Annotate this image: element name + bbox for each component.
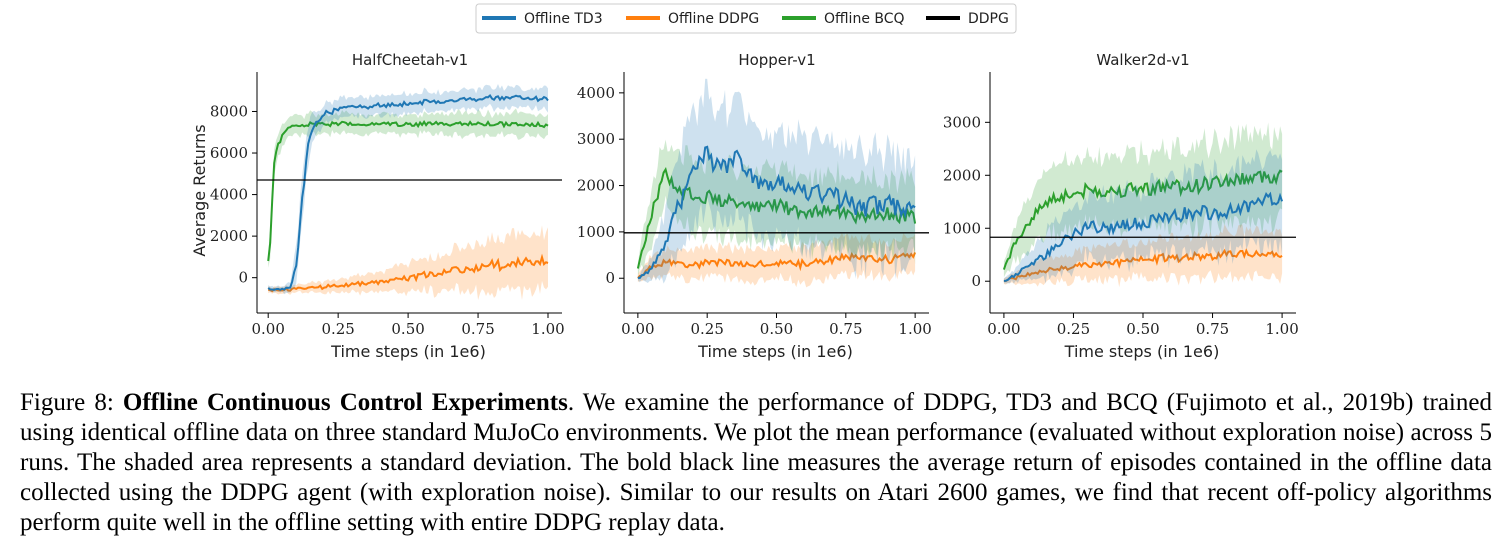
y-tick-label: 4000 [210, 186, 248, 204]
std-band-offline-ddpg [637, 232, 916, 288]
series-line-offline-td3 [1003, 191, 1284, 282]
x-tick-label: 0.50 [760, 320, 793, 338]
y-tick-label: 0 [605, 269, 615, 287]
std-band-offline-bcq [1003, 122, 1283, 278]
legend-frame [475, 3, 1017, 34]
std-band-offline-ddpg [268, 225, 548, 300]
legend: Offline TD3 Offline DDPG Offline BCQ DDPG [475, 3, 1017, 34]
y-axis-label: Average Returns [190, 124, 209, 256]
series-line-offline-ddpg [268, 253, 549, 293]
x-tick-label: 0.00 [621, 320, 654, 338]
caption-bold-title: Offline Continuous Control Experiments [122, 389, 568, 416]
chart-title: Walker2d-v1 [1096, 51, 1189, 69]
x-tick-label: 0.50 [1126, 320, 1159, 338]
figure: Offline TD3 Offline DDPG Offline BCQ DDPG H… [190, 3, 1299, 361]
x-tick-label: 0.00 [251, 320, 284, 338]
std-band-offline-td3 [268, 84, 548, 295]
x-axis-label: Time steps (in 1e6) [1064, 342, 1220, 361]
chart-title: Hopper-v1 [738, 51, 815, 69]
chart-panel-0: HalfCheetah-v1 0.00 0.25 0.50 0.75 1.00 0 2000 4… [190, 51, 565, 361]
y-tick-label: 8000 [210, 102, 248, 120]
y-tick-label: 0 [238, 269, 248, 287]
y-tick-label: 3000 [577, 130, 615, 148]
y-tick-label: 2000 [943, 166, 981, 184]
x-tick-label: 0.25 [1057, 320, 1090, 338]
series-line-offline-ddpg [637, 251, 917, 279]
y-tick-label: 1000 [943, 219, 981, 237]
legend-label-1: Offline DDPG [668, 11, 759, 27]
x-tick-label: 0.75 [1196, 320, 1229, 338]
series-line-offline-bcq [1002, 169, 1283, 270]
x-tick-label: 1.00 [531, 320, 564, 338]
series-line-offline-td3 [267, 93, 549, 291]
x-tick-label: 0.75 [829, 320, 862, 338]
series-line-offline-td3 [637, 145, 916, 280]
x-tick-label: 0.50 [391, 320, 424, 338]
y-tick-label: 4000 [577, 84, 615, 102]
x-tick-label: 0.75 [461, 320, 494, 338]
caption-prefix: Figure 8: [20, 389, 123, 416]
series-line-offline-bcq [636, 166, 917, 269]
x-axis-label: Time steps (in 1e6) [330, 342, 486, 361]
x-tick-label: 1.00 [898, 320, 931, 338]
x-tick-label: 0.25 [690, 320, 723, 338]
y-tick-label: 0 [971, 272, 981, 290]
std-band-offline-td3 [1003, 149, 1283, 284]
x-axis-label: Time steps (in 1e6) [697, 342, 853, 361]
x-tick-label: 0.25 [321, 320, 354, 338]
std-band-offline-ddpg [1003, 224, 1283, 288]
y-tick-label: 3000 [943, 113, 981, 131]
x-tick-label: 0.00 [987, 320, 1020, 338]
caption-body: . We examine the performance of DDPG, TD… [20, 389, 1492, 536]
y-tick-label: 1000 [577, 223, 615, 241]
y-tick-label: 2000 [577, 177, 615, 195]
legend-label-2: Offline BCQ [824, 11, 905, 27]
legend-label-0: Offline TD3 [524, 11, 603, 27]
legend-label-3: DDPG [968, 11, 1009, 27]
figure-caption: Figure 8: Offline Continuous Control Exp… [20, 388, 1492, 538]
series-line-offline-ddpg [1003, 248, 1283, 283]
chart-panel-1: Hopper-v1 0.00 0.25 0.50 0.75 1.00 0 1000 2000 30… [577, 51, 932, 361]
y-tick-label: 6000 [210, 144, 248, 162]
y-tick-label: 2000 [210, 227, 248, 245]
chart-title: HalfCheetah-v1 [352, 51, 468, 69]
chart-panel-2: Walker2d-v1 0.00 0.25 0.50 0.75 1.00 0 1000 2000… [943, 51, 1299, 361]
x-tick-label: 1.00 [1265, 320, 1298, 338]
